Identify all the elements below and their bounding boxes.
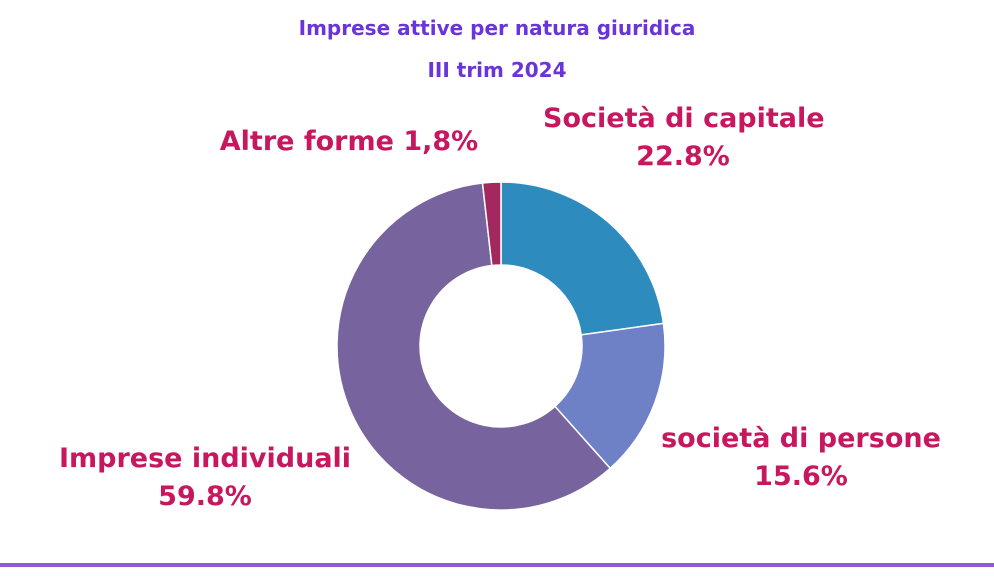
label-societa-di-persone: società di persone 15.6% xyxy=(660,420,942,496)
slice-altre-forme xyxy=(481,181,502,267)
label-societa-di-capitale-name: Società di capitale xyxy=(543,103,825,134)
label-societa-di-capitale: Società di capitale 22.8% xyxy=(543,100,825,176)
slice-societa-di-persone xyxy=(553,322,666,470)
label-societa-di-capitale-value: 22.8% xyxy=(636,141,730,172)
slice-societa-di-capitale xyxy=(500,181,665,336)
label-imprese-individuali: Imprese individuali 59.8% xyxy=(55,440,355,516)
label-imprese-individuali-name: Imprese individuali xyxy=(58,443,352,474)
label-societa-di-persone-value: 15.6% xyxy=(754,461,848,492)
chart-title: Imprese attive per natura giuridica xyxy=(298,16,696,40)
bottom-divider xyxy=(0,563,994,567)
slice-imprese-individuali xyxy=(336,182,612,511)
label-societa-di-persone-name: società di persone xyxy=(661,423,941,454)
chart-subtitle: III trim 2024 xyxy=(427,58,567,82)
label-imprese-individuali-value: 59.8% xyxy=(158,481,252,512)
label-altre-forme: Altre forme 1,8% xyxy=(219,126,479,157)
